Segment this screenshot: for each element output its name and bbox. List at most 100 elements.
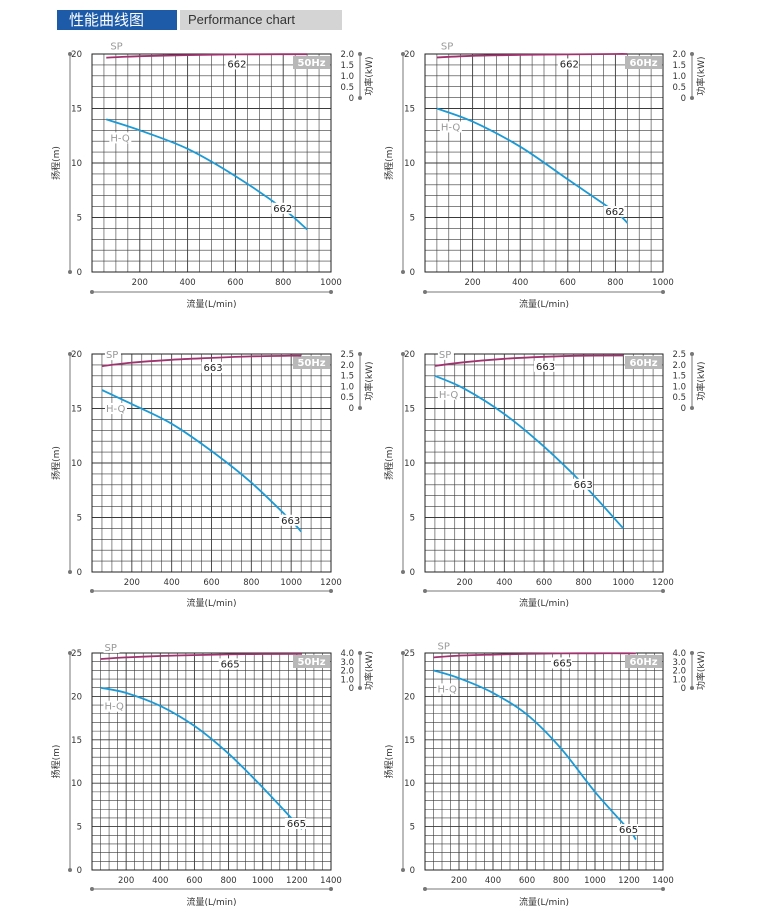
x-tick-label: 400	[179, 278, 195, 288]
y-tick-label: 20	[71, 350, 82, 360]
x-tick-label: 200	[464, 278, 480, 288]
axis-dot	[423, 887, 427, 891]
x-tick-label: 1000	[320, 278, 342, 288]
series-name-bg	[109, 132, 132, 144]
y2-tick-label: 3.0	[340, 658, 354, 668]
y-tick-label: 10	[71, 159, 82, 169]
hq-model-label: 663	[574, 480, 593, 491]
y2-tick-label: 1.0	[340, 382, 354, 392]
x-tick-label: 1000	[280, 578, 302, 588]
x-tick-label: 800	[553, 876, 569, 886]
y2-tick-label: 1.5	[340, 61, 354, 71]
frequency-badge-bg	[625, 655, 662, 668]
axis-dot	[401, 651, 405, 655]
plot-frame	[424, 353, 664, 573]
axis-dot	[358, 52, 362, 56]
y2-tick-label: 0	[681, 404, 686, 414]
y2-tick-label: 0	[681, 684, 686, 694]
x-tick-label: 1000	[613, 578, 635, 588]
y-tick-label: 10	[404, 779, 415, 789]
y-tick-label: 25	[71, 649, 82, 659]
y-tick-label: 0	[77, 866, 82, 876]
series-name-bg	[439, 121, 462, 133]
sp-model-label: 665	[553, 658, 572, 669]
frequency-badge: 50Hz	[293, 356, 330, 369]
hq-model-label: 665	[287, 819, 306, 830]
x-tick-label: 600	[186, 876, 202, 886]
model-label-bg	[557, 58, 579, 70]
frequency-badge: 50Hz	[293, 655, 330, 668]
axis-dot	[690, 686, 694, 690]
series-name-bg	[436, 640, 453, 652]
x-axis-label: 流量(L/min)	[519, 597, 569, 609]
x-tick-label: 600	[536, 578, 552, 588]
y2-tick-label: 0	[681, 94, 686, 104]
axis-dot	[690, 96, 694, 100]
sp-series-name: SP	[106, 350, 118, 361]
y-tick-label: 20	[404, 692, 415, 702]
y2-tick-label: 2.5	[340, 350, 354, 360]
axis-dot	[401, 868, 405, 872]
sp-model-label: 665	[221, 659, 240, 670]
axis-dot	[690, 651, 694, 655]
x-tick-label: 400	[164, 578, 180, 588]
y2-tick-label: 1.0	[340, 675, 354, 685]
y-tick-label: 0	[410, 568, 415, 578]
x-tick-label: 400	[152, 876, 168, 886]
axis-dot	[690, 406, 694, 410]
y-tick-label: 15	[404, 105, 415, 115]
model-label-bg	[551, 657, 572, 669]
x-tick-label: 600	[227, 278, 243, 288]
frequency-badge-bg	[293, 356, 330, 369]
axis-dot	[423, 290, 427, 294]
grid	[91, 353, 332, 573]
y-tick-label: 5	[410, 823, 415, 833]
series-name-bg	[104, 349, 121, 361]
y-tick-label: 15	[404, 405, 415, 415]
y2-tick-label: 0	[349, 94, 354, 104]
hq-curve	[433, 669, 637, 841]
y2-tick-label: 0.5	[340, 83, 354, 93]
plot-frame	[91, 652, 332, 871]
x-tick-label: 800	[275, 278, 291, 288]
y2-tick-label: 2.0	[672, 50, 686, 60]
x-tick-label: 1200	[286, 876, 308, 886]
sp-curve	[434, 354, 624, 367]
y-tick-label: 5	[410, 214, 415, 224]
y-axis-label: 扬程(m)	[383, 146, 395, 180]
hq-series-name: H-Q	[439, 390, 458, 401]
hq-series-name: H-Q	[110, 133, 129, 144]
y-tick-label: 20	[404, 350, 415, 360]
series-name-bg	[439, 40, 456, 52]
axis-dot	[329, 887, 333, 891]
axis-dot	[401, 52, 405, 56]
sp-series-name: SP	[439, 350, 451, 361]
y2-tick-label: 0	[349, 684, 354, 694]
hq-series-name: H-Q	[438, 684, 457, 695]
x-tick-label: 200	[118, 876, 134, 886]
axis-dot	[661, 290, 665, 294]
y2-tick-label: 4.0	[672, 649, 686, 659]
plot-frame	[91, 353, 332, 573]
y-tick-label: 15	[404, 736, 415, 746]
y-axis-label: 扬程(m)	[383, 745, 395, 779]
frequency-badge: 60Hz	[625, 56, 662, 69]
sp-curve	[433, 652, 636, 659]
y-tick-label: 20	[404, 50, 415, 60]
grid	[91, 652, 332, 871]
x-tick-label: 800	[243, 578, 259, 588]
model-label-bg	[603, 206, 625, 218]
x-tick-label: 600	[560, 278, 576, 288]
series-name-bg	[104, 402, 127, 414]
x-tick-label: 1400	[652, 876, 674, 886]
y-tick-label: 5	[77, 823, 82, 833]
x-tick-label: 200	[124, 578, 140, 588]
y-tick-label: 5	[77, 214, 82, 224]
axis-dot	[90, 290, 94, 294]
x-tick-label: 1200	[320, 578, 342, 588]
